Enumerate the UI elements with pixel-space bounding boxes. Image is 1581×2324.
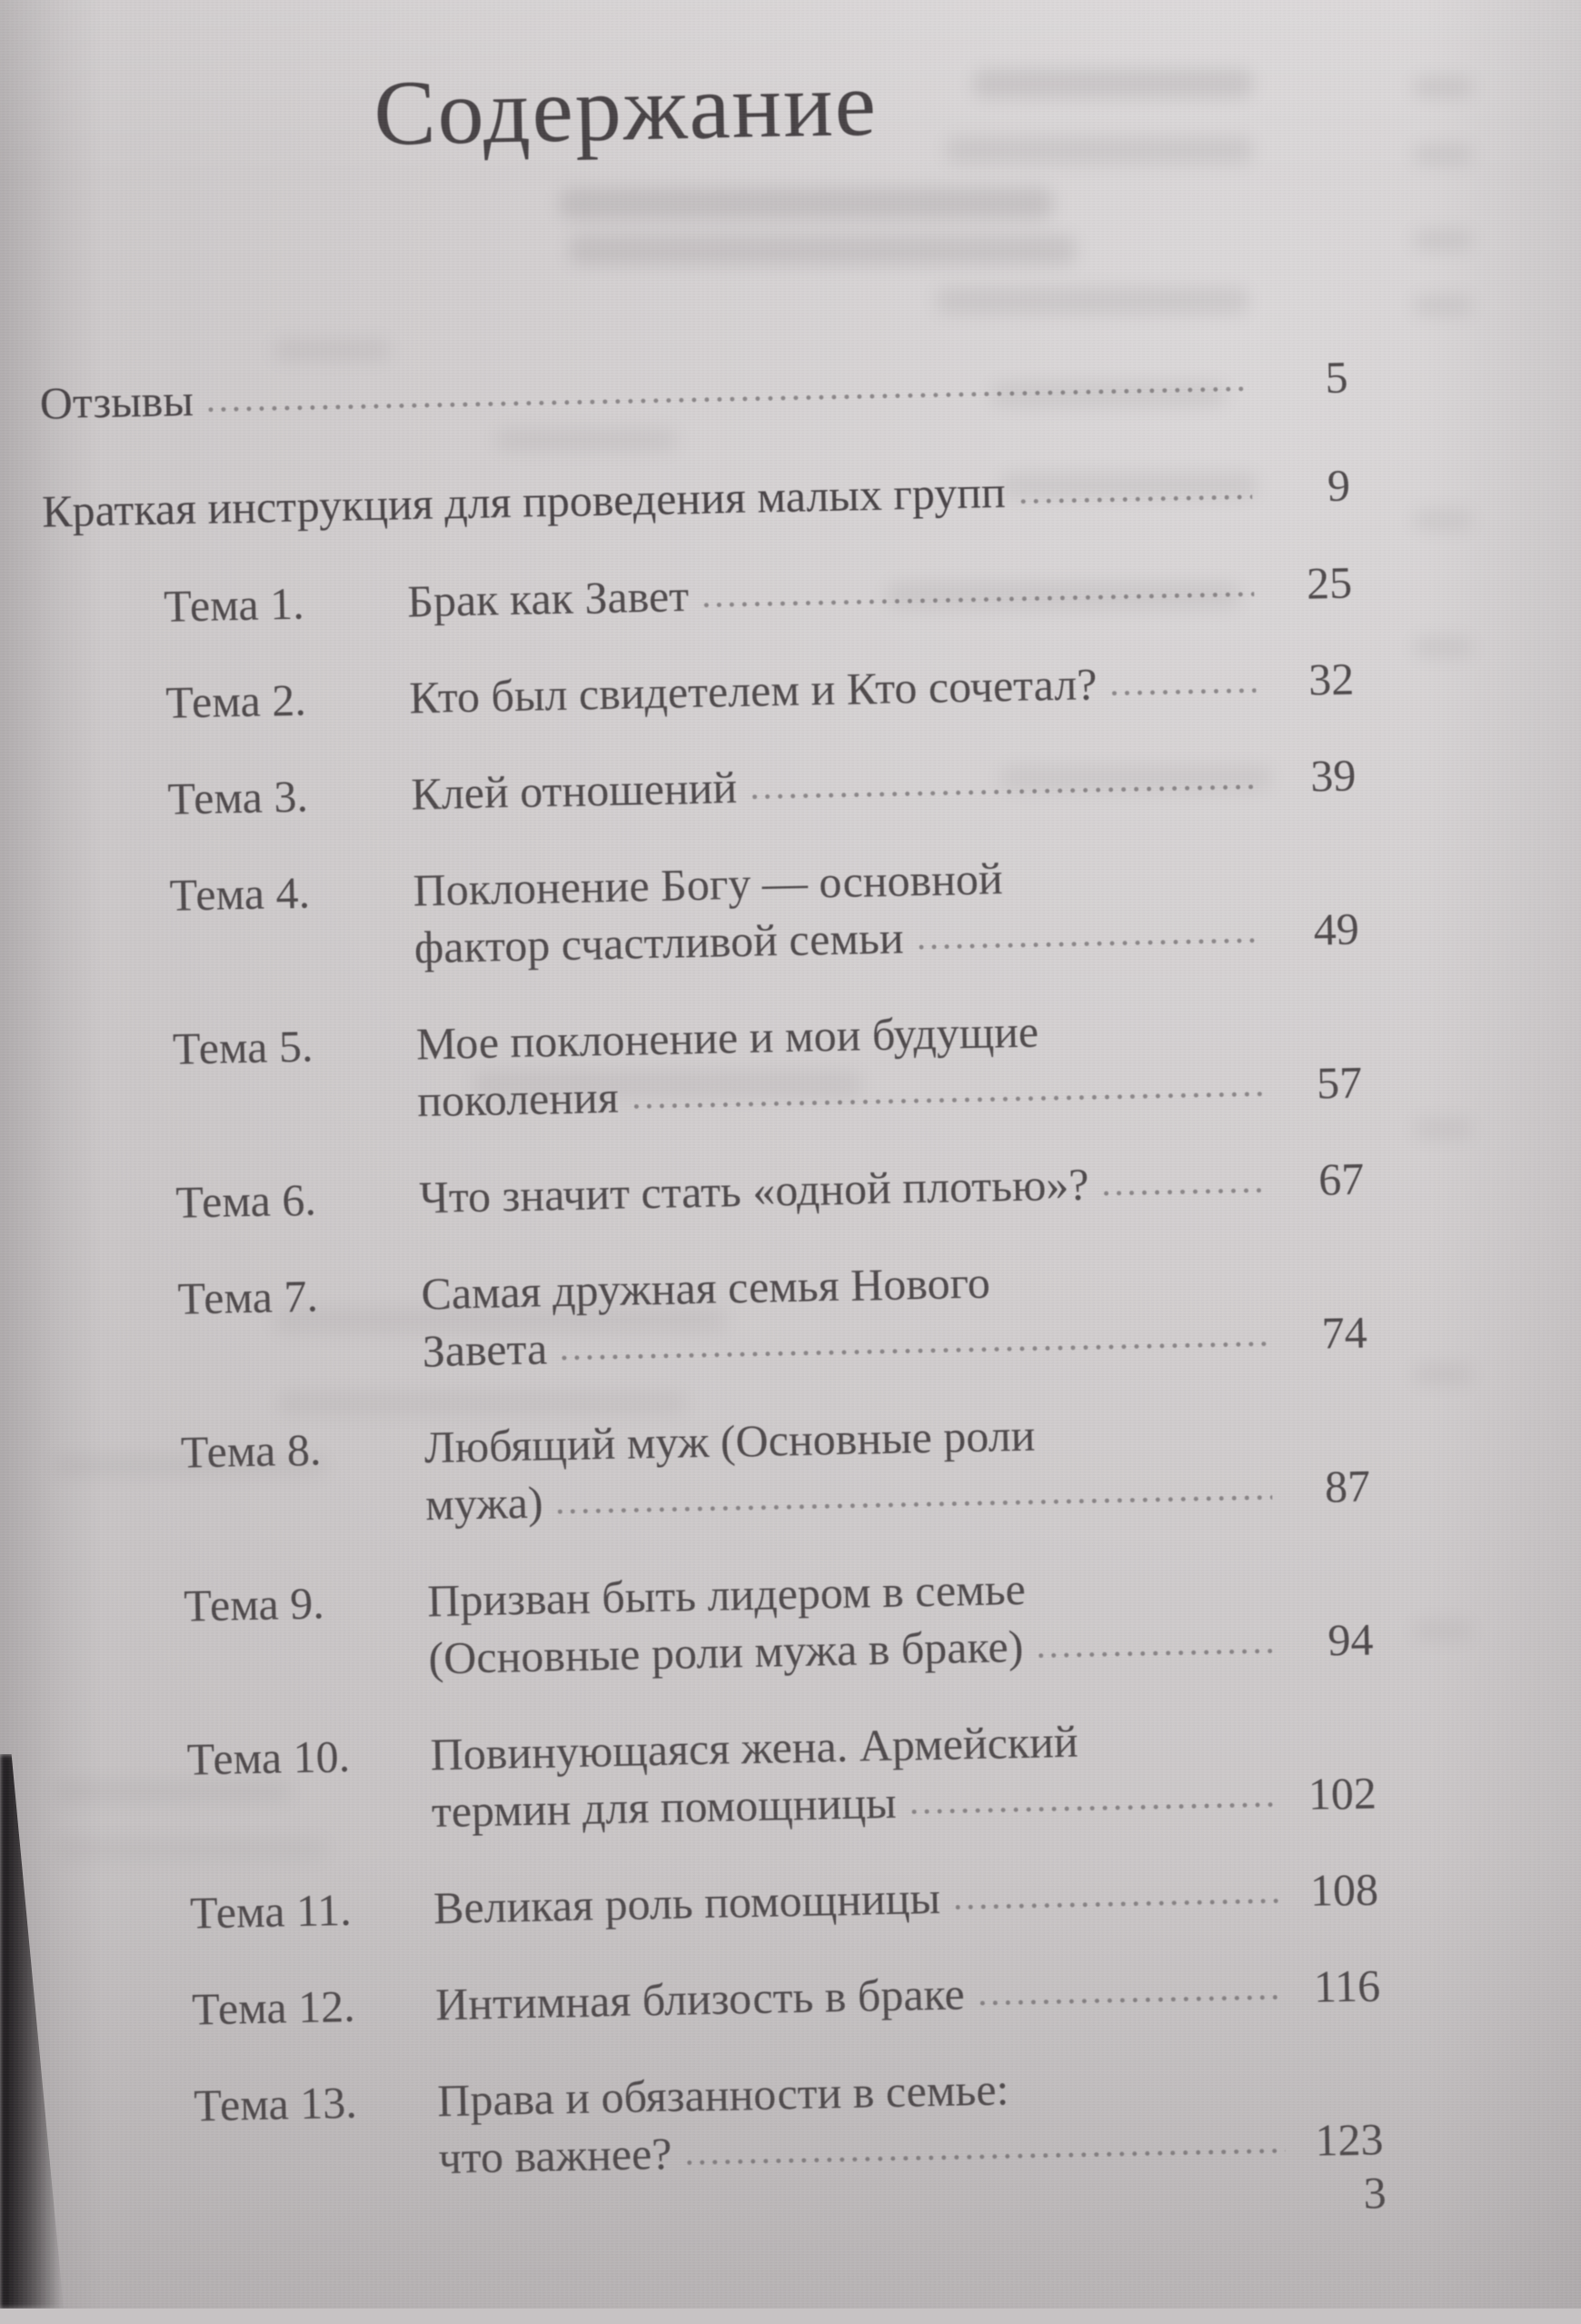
- bleed-through-smudge: [1413, 229, 1473, 251]
- bleed-through-smudge: [1413, 294, 1473, 316]
- bleed-through-smudge: [1413, 76, 1473, 98]
- bleed-through-smudge: [1413, 636, 1473, 658]
- bleed-through-smudge: [273, 1307, 727, 1334]
- bleed-through-smudge: [472, 1071, 863, 1098]
- bleed-through-smudge: [55, 1454, 327, 1478]
- bleed-through-smudge: [495, 427, 677, 453]
- bleed-through-smudge: [55, 1838, 327, 1861]
- bleed-through-smudge: [1413, 1363, 1473, 1385]
- bleed-through-smudge: [972, 69, 1254, 98]
- bleed-through-smudge: [1413, 509, 1473, 531]
- bleed-through-smudge: [55, 1780, 291, 1803]
- bleed-through-smudge: [936, 287, 1249, 314]
- bleed-through-smudge: [277, 1391, 686, 1416]
- bleed-through-smudge: [1413, 144, 1473, 165]
- bleed-through-smudge: [273, 338, 391, 362]
- bleed-through-smudge: [568, 234, 1077, 265]
- bleed-through-smudge: [945, 136, 1254, 164]
- bleed-through-smudge: [1413, 1620, 1473, 1641]
- bleed-through-smudge: [1413, 1118, 1473, 1140]
- bleed-through-smudge: [559, 187, 1054, 220]
